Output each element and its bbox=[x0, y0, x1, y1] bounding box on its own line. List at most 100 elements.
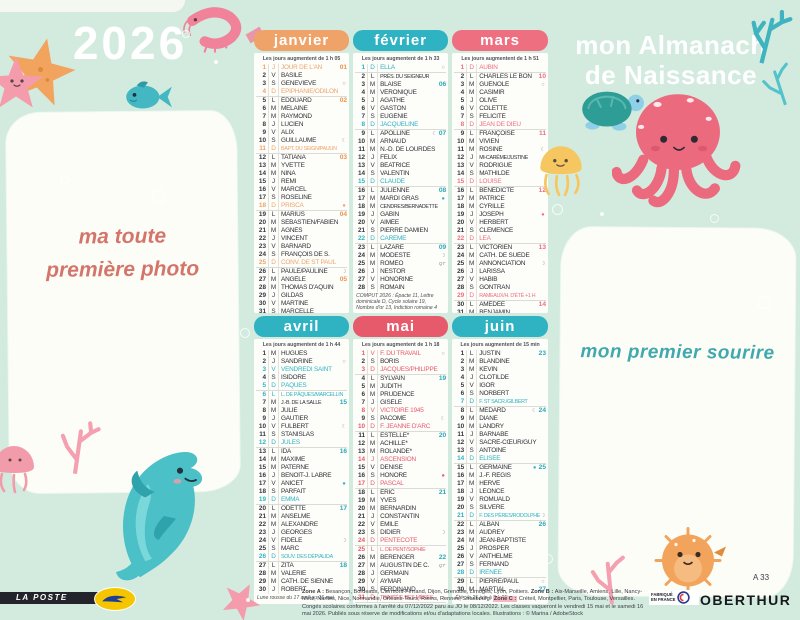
day-row: 8 M JULIE bbox=[262, 407, 298, 415]
day-row: 13 V BÉATRICE bbox=[357, 162, 410, 170]
day-row: 6 V GASTON bbox=[361, 105, 406, 113]
footer-line2: Congés scolaires conformes à l'arrêté du… bbox=[302, 603, 644, 618]
day-row: 20 V AIMÉE bbox=[357, 219, 399, 227]
day-row: 24 V FIDÈLE ☽ bbox=[258, 537, 347, 545]
month-avril: avril Les jours augmentent de 1 h 44 1 M HUG… bbox=[254, 316, 350, 604]
day-row: 21 S PIERRE DAMIEN bbox=[357, 227, 428, 235]
day-row: 16 J BENOÎT-J. LABRE bbox=[258, 472, 332, 480]
day-row: 30 V MARTINE bbox=[258, 300, 309, 308]
jellyfish-icon bbox=[0, 446, 34, 494]
day-row: 14 M NINA bbox=[258, 170, 296, 178]
starfish-icon bbox=[222, 584, 261, 620]
day-row: 22 J VINCENT bbox=[258, 235, 308, 243]
month-title: mars bbox=[452, 30, 548, 51]
daylight-note: Les jours augmentent de 1 h 18 bbox=[361, 342, 440, 348]
day-row: 11 J BARNABÉ bbox=[457, 431, 509, 439]
day-row: 19 D EMMA bbox=[256, 496, 348, 505]
day-row: 26 M BÉRENGER 22 bbox=[357, 554, 447, 562]
day-row: 6 S NORBERT bbox=[460, 390, 509, 398]
day-row: 14 M MAXIME bbox=[258, 456, 306, 464]
day-row: 15 J REMI bbox=[258, 178, 297, 186]
month-footnote: Été : le 21 juin à 8 h 25 bbox=[455, 595, 508, 601]
day-row: 11 M ROSINE ☾ bbox=[457, 146, 546, 154]
day-row: 5 D PÂQUES bbox=[256, 382, 348, 391]
la-poste-logo: LA POSTE bbox=[0, 587, 136, 611]
starfish-face-icon bbox=[0, 57, 43, 108]
day-row: 24 M MODESTE ☽ bbox=[357, 252, 446, 260]
day-row: 31 D TRINITÉ/F. DES MÈRES ○ bbox=[355, 594, 447, 603]
day-row: 13 L IDA 16 bbox=[258, 448, 348, 456]
day-row: 17 M MARDI GRAS ● bbox=[357, 195, 445, 203]
made-in-france-badge: FABRIQUÉ EN FRANCE bbox=[649, 590, 699, 605]
day-row: 19 M YVES bbox=[357, 497, 397, 505]
day-row: 23 J GEORGES bbox=[258, 529, 312, 537]
reference-code: A 33 bbox=[753, 573, 770, 582]
day-row: 30 L AMÉDÉE 14 bbox=[457, 301, 546, 309]
day-row: 26 V ANTHELME bbox=[457, 553, 513, 561]
day-row: 23 V BARNARD bbox=[258, 243, 311, 251]
day-row: 18 L ÉRIC 21 bbox=[357, 489, 447, 497]
almanach-title: mon Almanach de Naissance bbox=[552, 30, 790, 90]
month-title: janvier bbox=[254, 30, 350, 51]
day-row: 28 D IRÉNÉE bbox=[454, 569, 546, 578]
day-row: 3 S GENEVIÈVE ○ bbox=[262, 80, 346, 88]
daylight-note: Les jours augmentent de 1 h 33 bbox=[361, 56, 440, 62]
day-row: 1 D AUBIN bbox=[454, 64, 546, 73]
day-row: 20 V HERBERT bbox=[457, 219, 509, 227]
day-row: 1 J JOUR DE L'AN 01 bbox=[262, 64, 348, 72]
month-body: Les jours augmentent de 1 h 51 1 D AUBIN 2 L C… bbox=[452, 53, 548, 313]
day-row: 12 M ACHILLE* bbox=[357, 440, 408, 448]
month-title: février bbox=[353, 30, 449, 51]
day-row: 27 S FERNAND bbox=[457, 561, 509, 569]
bubble-decoration bbox=[543, 554, 553, 564]
month-title: avril bbox=[254, 316, 350, 337]
day-row: 25 J PROSPER bbox=[457, 545, 510, 553]
day-row: 18 S PARFAIT bbox=[258, 488, 306, 496]
france-roundel-icon bbox=[677, 591, 691, 604]
la-poste-bird-icon bbox=[94, 587, 136, 611]
day-row: 10 M LANDRY bbox=[457, 423, 504, 431]
day-row: 7 S FÉLICITÉ bbox=[460, 113, 506, 121]
month-body: Les jours augmentent de 1 h 18 1 V F. DU TR… bbox=[353, 339, 449, 604]
day-row: 29 D RAMEAUX/H. D'ÉTÉ +1 H bbox=[454, 292, 546, 301]
day-row: 19 L MARIUS 04 bbox=[258, 211, 348, 219]
footer-line1: Zone A : Besançon, Bordeaux, Clermont-Fe… bbox=[302, 589, 643, 603]
day-row: 9 L FRANÇOISE 11 bbox=[460, 130, 546, 138]
day-row: 2 L CHARLES LE BON 10 bbox=[460, 73, 546, 81]
day-row: 15 D LOUISE bbox=[454, 178, 546, 187]
day-row: 20 L ODETTE 17 bbox=[258, 505, 348, 513]
day-row: 14 S VALENTIN bbox=[357, 170, 410, 178]
month-mai: mai Les jours augmentent de 1 h 18 1 V F. DU… bbox=[353, 316, 449, 604]
day-row: 16 L BÉNÉDICTE 12 bbox=[457, 187, 546, 195]
day-row: 7 S EUGÉNIE bbox=[361, 113, 408, 121]
day-row: 11 M N.-D. DE LOURDES bbox=[358, 146, 436, 154]
day-row: 25 S MARC bbox=[258, 545, 300, 553]
day-row: 6 M MELAINE bbox=[262, 105, 308, 113]
octopus-icon bbox=[612, 94, 741, 208]
day-row: 3 D JACQUES/PHILIPPE bbox=[355, 366, 447, 375]
day-row: 15 V DENISE bbox=[357, 464, 403, 472]
month-body: Les jours augmentent de 1 h 05 1 J JOUR DE … bbox=[254, 53, 350, 313]
day-row: 21 M ANSELME bbox=[258, 513, 311, 521]
day-row: 4 J CLOTILDE bbox=[460, 374, 509, 382]
day-row: 7 M J.-B. DE LA SALLE 15 bbox=[262, 399, 348, 407]
day-row: 3 M KÉVIN bbox=[460, 366, 498, 374]
day-row: 29 J GILDAS bbox=[258, 292, 304, 300]
day-row: 14 J ASCENSION bbox=[357, 456, 416, 464]
day-row: 8 L MÉDARD ☾ 24 bbox=[460, 407, 546, 415]
day-row: 2 J SANDRINE ○ bbox=[262, 358, 346, 366]
day-row: 21 J CONSTANTIN bbox=[357, 513, 420, 521]
month-footnote: COMPUT 2026 : Épacte 11, Lettre dominica… bbox=[356, 293, 437, 312]
day-row: 8 D JEAN DE DIEU bbox=[454, 121, 546, 130]
title-line1: mon Almanach bbox=[575, 30, 767, 60]
day-row: 23 S DIDIER ☽ bbox=[357, 529, 446, 537]
day-row: 16 L JULIENNE 08 bbox=[357, 187, 447, 195]
day-row: 27 V HABIB bbox=[457, 276, 498, 284]
day-row: 22 V ÉMILE bbox=[357, 521, 399, 529]
day-row: 7 M RAYMOND bbox=[262, 113, 312, 121]
daylight-note: Les jours augmentent de 15 min bbox=[460, 342, 540, 348]
month-mars: mars Les jours augmentent de 1 h 51 1 D AUBI… bbox=[452, 30, 548, 313]
day-row: 27 L ZITA 18 bbox=[258, 562, 348, 570]
day-row: 28 M VALÉRIE bbox=[258, 570, 307, 578]
day-row: 24 M JEAN-BAPTISTE bbox=[457, 537, 526, 545]
